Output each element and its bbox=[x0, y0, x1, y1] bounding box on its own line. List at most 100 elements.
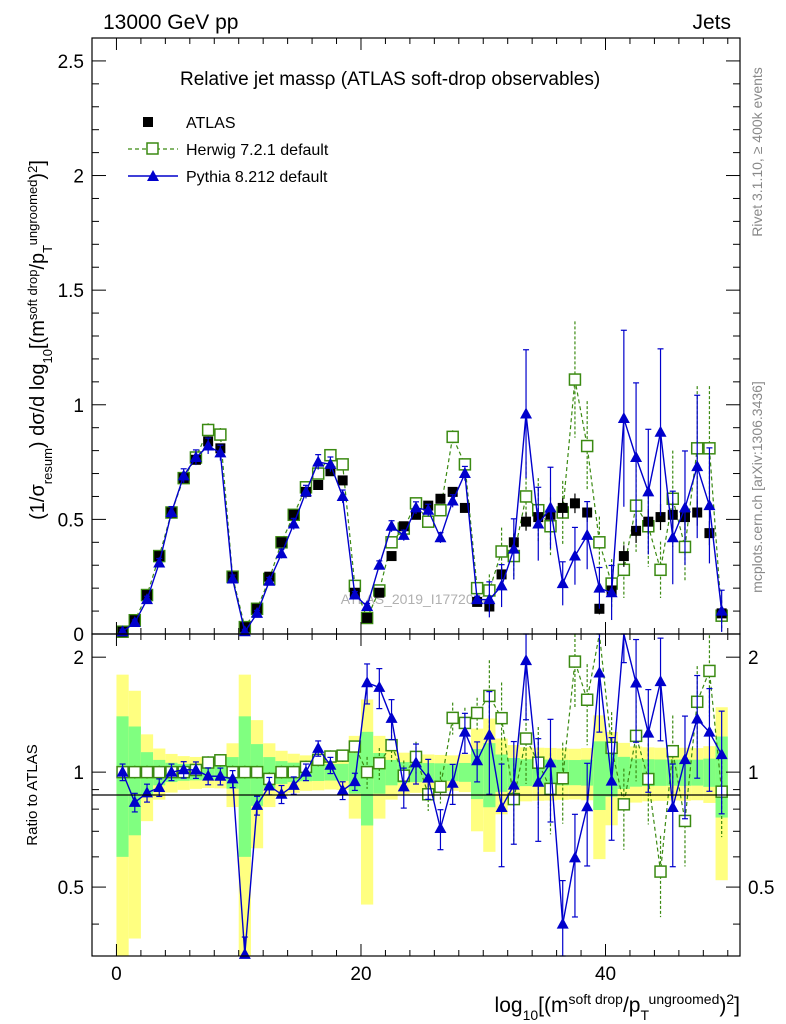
atlas-inner-band bbox=[238, 716, 251, 857]
pythia-point bbox=[263, 574, 276, 586]
mcplots-label: mcplots.cern.ch [arXiv:1306.3436] bbox=[749, 381, 765, 593]
herwig-ratio-point bbox=[654, 865, 667, 878]
herwig-point bbox=[654, 563, 667, 577]
atlas-point bbox=[313, 480, 324, 490]
pythia-point bbox=[507, 542, 520, 554]
atlas-point bbox=[459, 502, 470, 513]
herwig-ratio-point bbox=[373, 756, 386, 770]
pythia-point bbox=[348, 588, 361, 600]
pythia-point bbox=[593, 581, 606, 593]
pythia-ratio-point bbox=[691, 712, 704, 724]
herwig-point bbox=[446, 430, 459, 444]
pythia-ratio-point bbox=[593, 666, 606, 678]
pythia-point bbox=[141, 593, 154, 605]
pythia-point bbox=[691, 460, 704, 472]
pythia-ratio-point bbox=[434, 821, 447, 833]
pythia-point bbox=[446, 494, 459, 506]
herwig-ratio-point bbox=[617, 798, 631, 811]
pythia-ratio-point bbox=[458, 725, 471, 737]
legend-atlas-marker bbox=[143, 117, 153, 127]
herwig-ratio-point bbox=[287, 765, 300, 779]
pythia-ratio-point bbox=[581, 800, 594, 812]
herwig-point bbox=[214, 428, 227, 441]
pythia-point bbox=[654, 425, 667, 437]
atlas-point bbox=[569, 498, 580, 509]
legend-pythia-label: Pythia 8.212 default bbox=[186, 169, 328, 186]
ratio-tick-label-right: 1 bbox=[748, 763, 759, 784]
atlas-point bbox=[386, 551, 397, 562]
pythia-ratio-point bbox=[226, 772, 239, 784]
ratio-tick-label: 2 bbox=[73, 648, 84, 669]
pythia-ratio-point bbox=[251, 798, 264, 810]
pythia-ratio-point bbox=[410, 756, 422, 768]
pythia-point bbox=[189, 450, 202, 462]
pythia-ratio-point bbox=[128, 795, 141, 807]
atlas-point bbox=[557, 502, 568, 513]
herwig-point bbox=[201, 423, 215, 437]
pythia-ratio-point bbox=[299, 765, 312, 777]
pythia-point bbox=[568, 549, 581, 561]
ratio-tick-label: 1 bbox=[73, 763, 84, 784]
pythia-point bbox=[434, 531, 447, 543]
header-left-label: 13000 GeV pp bbox=[103, 11, 238, 34]
pythia-point bbox=[275, 547, 288, 559]
svg-text:log10[(msoft drop/pTungroomed): log10[(msoft drop/pTungroomed)2] bbox=[495, 991, 740, 1023]
atlas-inner-band bbox=[336, 763, 349, 781]
herwig-ratio-point bbox=[360, 765, 374, 779]
herwig-ratio-point bbox=[348, 740, 362, 753]
pythia-ratio-point bbox=[385, 711, 398, 723]
pythia-ratio-point bbox=[630, 676, 643, 688]
pythia-point bbox=[299, 485, 312, 497]
pythia-point bbox=[324, 457, 337, 469]
atlas-inner-band bbox=[519, 759, 533, 787]
pythia-ratio-point bbox=[715, 748, 728, 760]
pythia-point bbox=[287, 517, 300, 529]
atlas-point bbox=[411, 509, 421, 520]
atlas-point bbox=[521, 516, 532, 527]
legend-atlas-label: ATLAS bbox=[186, 115, 236, 132]
pythia-line bbox=[122, 413, 723, 634]
pythia-ratio-point bbox=[556, 917, 569, 929]
pythia-ratio-point bbox=[568, 851, 581, 863]
pythia-ratio-point bbox=[507, 778, 520, 790]
herwig-point bbox=[434, 503, 447, 517]
x-axis-label: log10[(msoft drop/pTungroomed)2] bbox=[495, 991, 740, 1023]
atlas-inner-band bbox=[617, 756, 630, 789]
herwig-point bbox=[495, 545, 508, 558]
pythia-point bbox=[214, 446, 227, 458]
herwig-line bbox=[122, 379, 723, 633]
pythia-ratio-point bbox=[495, 801, 508, 813]
herwig-point bbox=[336, 458, 349, 471]
analysis-watermark: ATLAS_2019_I1772062 bbox=[341, 591, 490, 607]
pythia-point bbox=[153, 556, 166, 568]
pythia-point bbox=[544, 501, 557, 513]
legend-herwig-marker bbox=[146, 142, 159, 155]
y-tick-label: 1 bbox=[73, 396, 84, 417]
pythia-point bbox=[128, 616, 141, 628]
atlas-point bbox=[362, 612, 373, 623]
herwig-ratio-point bbox=[128, 765, 142, 779]
svg-text:(1/σresum) dσ/d log10[(msoft d: (1/σresum) dσ/d log10[(msoft drop/pTungr… bbox=[25, 160, 55, 520]
pythia-ratio-point bbox=[263, 779, 276, 791]
pythia-ratio-point bbox=[544, 756, 557, 768]
pythia-point bbox=[630, 450, 643, 462]
x-tick-label: 20 bbox=[350, 964, 371, 985]
herwig-ratio-point bbox=[556, 772, 569, 785]
pythia-point bbox=[532, 517, 545, 529]
pythia-point bbox=[458, 467, 471, 479]
pythia-ratio-point bbox=[312, 741, 325, 753]
pythia-point bbox=[715, 604, 728, 616]
pythia-point bbox=[177, 469, 190, 481]
herwig-ratio-point bbox=[336, 749, 349, 762]
herwig-ratio-point bbox=[250, 765, 264, 779]
header-right-label: Jets bbox=[692, 11, 731, 34]
pythia-point bbox=[385, 519, 398, 531]
main-y-axis-label: (1/σresum) dσ/d log10[(msoft drop/pTungr… bbox=[25, 160, 55, 520]
atlas-inner-band bbox=[458, 762, 472, 782]
y-tick-label: 0 bbox=[73, 625, 84, 646]
pythia-ratio-point bbox=[189, 763, 202, 775]
atlas-inner-band bbox=[568, 760, 582, 786]
pythia-ratio-point bbox=[654, 675, 667, 687]
atlas-point bbox=[154, 551, 165, 562]
